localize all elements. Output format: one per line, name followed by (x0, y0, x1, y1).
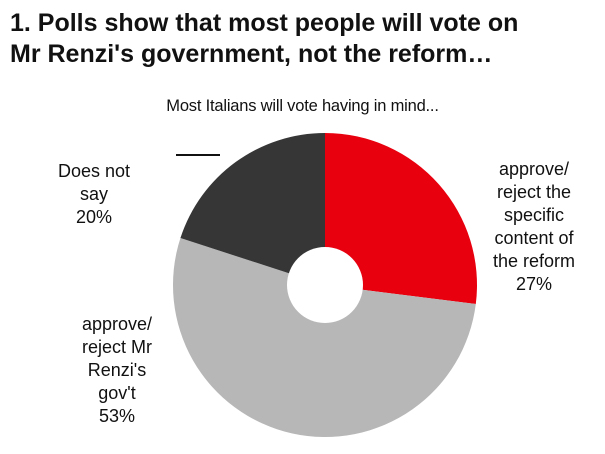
slice-label-line: the reform (492, 251, 576, 271)
donut-hole (287, 247, 363, 323)
slice-label-line: Does not (57, 161, 131, 181)
slice-label-line: reject Mr (81, 337, 152, 357)
slice-label-renzi-government: approve/ reject Mr Renzi's gov't 53% (52, 313, 182, 428)
slice-renzi-government (172, 238, 476, 438)
slice-value-label: 20% (75, 207, 113, 227)
slice-label-line: approve/ (498, 159, 570, 179)
slice-label-line: say (79, 184, 108, 204)
slice-label-line: content of (494, 228, 574, 248)
headline-line-2: Mr Renzi's government, not the reform… (10, 40, 493, 68)
slice-label-line: Renzi's (87, 360, 147, 380)
donut-slices (172, 133, 477, 438)
slice-label-line: approve/ (81, 314, 153, 334)
slice-label-line: reject the (496, 182, 572, 202)
slice-label-does-not-say: Does not say 20% (44, 160, 144, 229)
slice-label-line: gov't (98, 383, 136, 403)
slice-label-line: specific (503, 205, 565, 225)
slice-label-specific-content: approve/ reject the specific content of … (474, 158, 594, 296)
slice-value-label: 53% (98, 406, 136, 426)
slice-does-not-say (180, 133, 325, 285)
headline: 1. Polls show that most people will vote… (10, 8, 600, 70)
slice-specific-content (325, 133, 477, 305)
slice-value-label: 27% (515, 274, 553, 294)
headline-line-1: 1. Polls show that most people will vote… (10, 9, 519, 37)
chart-title: Most Italians will vote having in mind..… (166, 97, 439, 115)
